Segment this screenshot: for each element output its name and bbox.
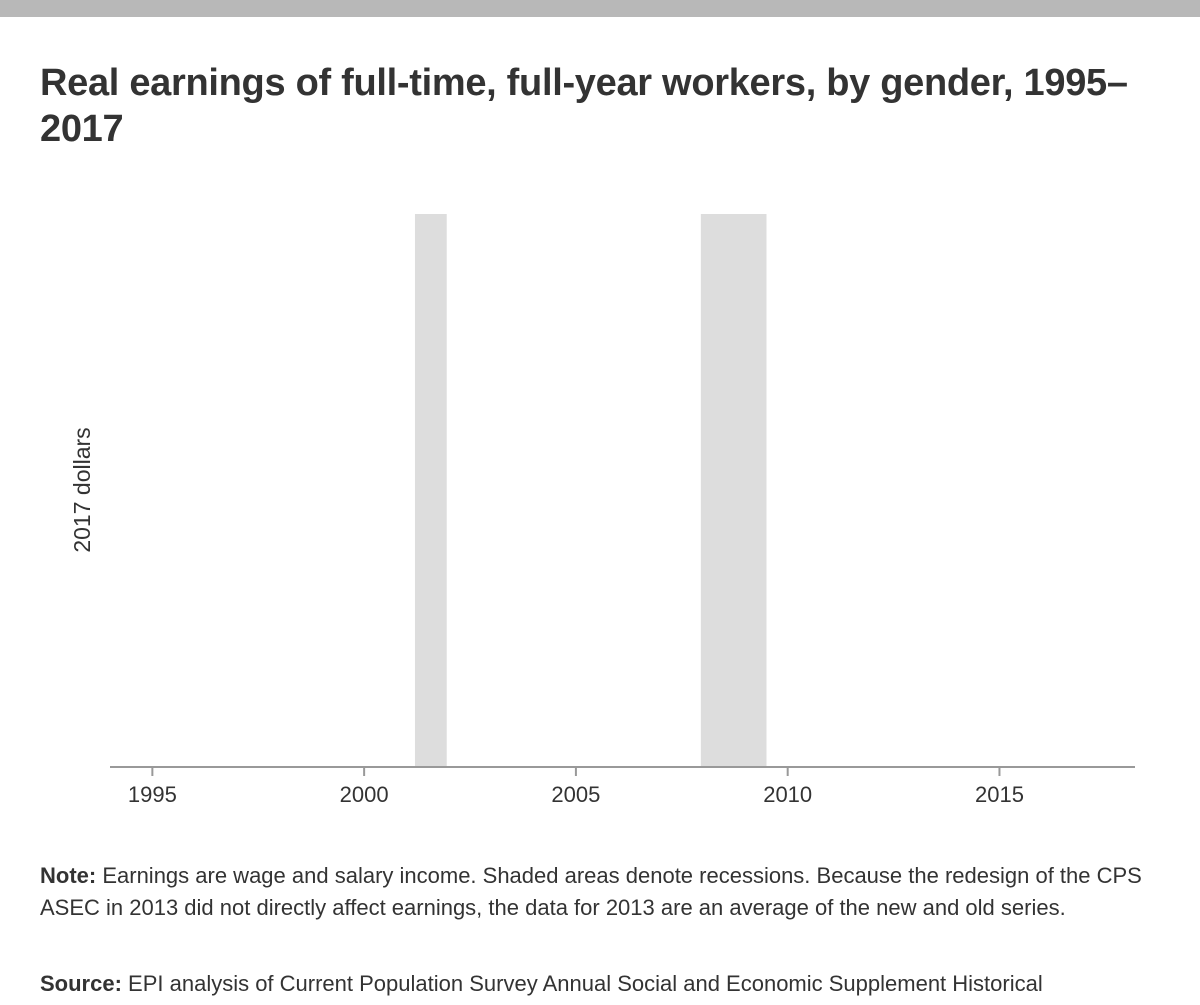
recession-band-1 <box>414 214 447 767</box>
note-label: Note: <box>40 863 97 888</box>
recession-shading-layer <box>414 214 767 767</box>
x-tick-label-2000: 2000 <box>340 782 389 807</box>
source-label: Source: <box>40 971 122 996</box>
chart-title: Real earnings of full-time, full-year wo… <box>40 62 1128 150</box>
x-tick-label-2010: 2010 <box>763 782 812 807</box>
y-axis-label: 2017 dollars <box>69 427 95 552</box>
chart-note: Note: Earnings are wage and salary incom… <box>40 860 1180 924</box>
x-tick-label-1995: 1995 <box>128 782 177 807</box>
note-text: Earnings are wage and salary income. Sha… <box>40 863 1142 920</box>
top-bar <box>0 0 1200 17</box>
chart: 1995 2000 2005 2010 2015 2017 dollars <box>69 214 1135 807</box>
recession-band-2 <box>700 214 767 767</box>
x-axis-ticks: 1995 2000 2005 2010 2015 <box>128 767 1024 807</box>
x-tick-label-2015: 2015 <box>975 782 1024 807</box>
x-tick-label-2005: 2005 <box>551 782 600 807</box>
chart-source: Source: EPI analysis of Current Populati… <box>40 968 1180 1000</box>
source-text: EPI analysis of Current Population Surve… <box>121 971 1043 996</box>
